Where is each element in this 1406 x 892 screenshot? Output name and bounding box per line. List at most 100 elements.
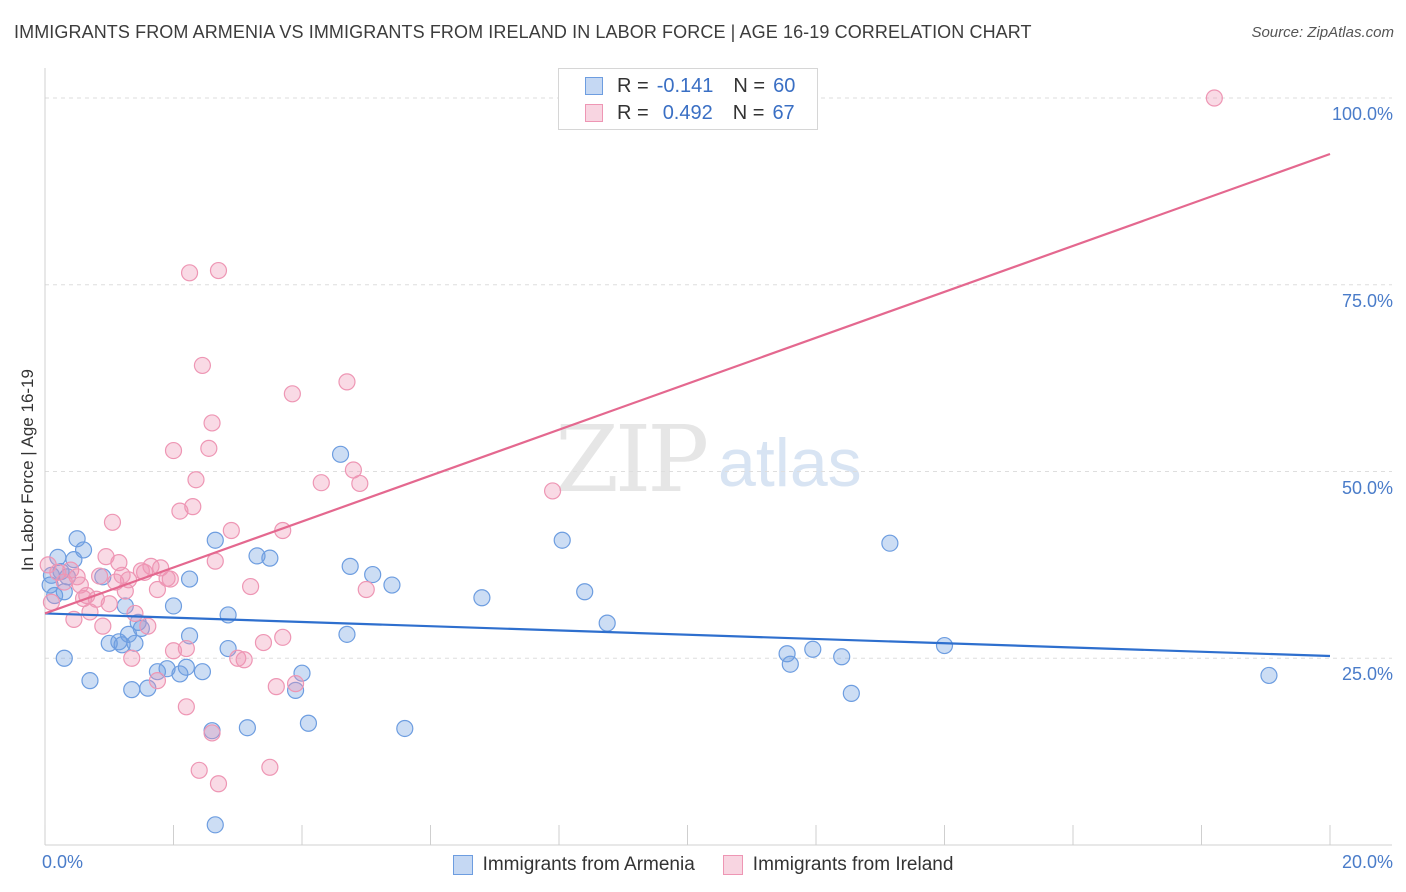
x-tick-label: 0.0% <box>42 852 84 872</box>
ireland-point <box>187 471 205 489</box>
trend-lines <box>44 152 1331 658</box>
armenia-trend-line <box>44 612 1331 658</box>
armenia-point <box>364 565 382 584</box>
correlation-legend: R = -0.141 N = 60 R = 0.492 N = 67 <box>558 68 818 130</box>
ireland-point <box>209 261 228 280</box>
armenia-point <box>833 648 851 666</box>
axes <box>44 68 1392 846</box>
ireland-point <box>161 570 179 588</box>
ireland-point <box>139 617 157 635</box>
armenia-point <box>193 663 212 681</box>
armenia-point <box>299 714 318 732</box>
legend-row-ireland: R = 0.492 N = 67 <box>585 100 795 126</box>
legend-item-armenia[interactable]: Immigrants from Armenia <box>452 854 695 876</box>
ireland-point <box>87 590 106 608</box>
y-axis-title: In Labor Force | Age 16-19 <box>18 369 37 571</box>
armenia-swatch <box>585 77 603 95</box>
armenia-point <box>338 625 356 643</box>
armenia-point <box>123 681 141 699</box>
ireland-point <box>351 474 369 493</box>
ireland-point <box>283 385 301 403</box>
y-tick-label: 75.0% <box>1341 290 1393 311</box>
ireland-point <box>148 672 167 690</box>
ireland-r-value: 0.492 <box>662 101 713 124</box>
y-tick-label: 100.0% <box>1331 104 1393 124</box>
ireland-point <box>71 576 89 594</box>
armenia-point <box>576 583 594 601</box>
series-legend: Immigrants from Armenia Immigrants from … <box>0 852 1406 878</box>
armenia-point <box>206 531 224 549</box>
armenia-point <box>164 597 183 615</box>
ireland-point <box>543 482 562 500</box>
gridlines <box>45 97 1392 659</box>
ireland-point <box>235 651 253 669</box>
armenia-point <box>126 634 144 652</box>
ireland-point <box>286 675 305 693</box>
armenia-point <box>842 684 860 702</box>
ireland-point <box>193 356 212 375</box>
ireland-point <box>62 561 80 579</box>
armenia-point <box>293 664 311 682</box>
armenia-point <box>553 531 571 549</box>
ireland-point <box>152 559 170 577</box>
armenia-point <box>74 541 93 559</box>
armenia-point <box>383 576 401 594</box>
ireland-point <box>312 474 330 492</box>
ireland-point <box>94 617 112 635</box>
armenia-point <box>286 681 305 699</box>
ireland-point <box>261 758 279 776</box>
ireland-trend-line <box>44 152 1331 615</box>
watermark-atlas: atlas <box>718 425 862 501</box>
ireland-point <box>177 698 195 716</box>
ireland-point <box>180 264 199 282</box>
ireland-point <box>209 775 228 793</box>
x-tick-label: 20.0% <box>1341 852 1393 872</box>
r-label: R = <box>617 101 649 124</box>
ireland-point <box>267 678 285 696</box>
armenia-point <box>206 816 224 834</box>
ireland-points <box>39 89 1223 793</box>
ireland-point <box>184 498 202 516</box>
armenia-point <box>331 445 350 463</box>
armenia-point <box>598 614 616 632</box>
ireland-point <box>1205 89 1223 107</box>
source-label: Source: ZipAtlas.com <box>1251 24 1394 41</box>
legend-label-ireland: Immigrants from Ireland <box>752 854 954 875</box>
armenia-point <box>148 663 167 681</box>
armenia-point <box>180 570 199 588</box>
ireland-point <box>164 441 183 460</box>
armenia-point <box>81 672 99 690</box>
ireland-swatch <box>722 855 743 875</box>
ireland-point <box>91 567 109 585</box>
ireland-point <box>200 439 218 457</box>
armenia-point <box>132 619 150 637</box>
ireland-point <box>103 513 122 531</box>
ireland-n-value: 67 <box>772 101 795 124</box>
ireland-point <box>110 554 128 572</box>
armenia-point <box>158 660 176 678</box>
ireland-point <box>123 649 141 667</box>
armenia-point <box>804 640 822 658</box>
ireland-point <box>126 604 144 623</box>
ireland-point <box>203 414 221 432</box>
ireland-point <box>177 639 195 658</box>
armenia-point <box>180 627 199 645</box>
ireland-point <box>42 593 61 611</box>
y-tick-label: 25.0% <box>1341 664 1393 685</box>
n-label: N = <box>733 74 766 97</box>
armenia-point <box>881 534 899 552</box>
legend-item-ireland[interactable]: Immigrants from Ireland <box>722 854 954 876</box>
armenia-point <box>113 636 131 654</box>
armenia-point <box>781 655 799 673</box>
armenia-point <box>341 557 359 575</box>
armenia-n-value: 60 <box>773 74 796 97</box>
ireland-point <box>190 761 208 779</box>
armenia-point <box>55 649 73 667</box>
n-label: N = <box>732 101 765 124</box>
ireland-swatch <box>585 104 603 122</box>
watermark-zip: ZIP <box>555 406 709 513</box>
ireland-point <box>203 724 221 742</box>
armenia-r-value: -0.141 <box>656 74 714 97</box>
chart-title: IMMIGRANTS FROM ARMENIA VS IMMIGRANTS FR… <box>14 22 1032 42</box>
